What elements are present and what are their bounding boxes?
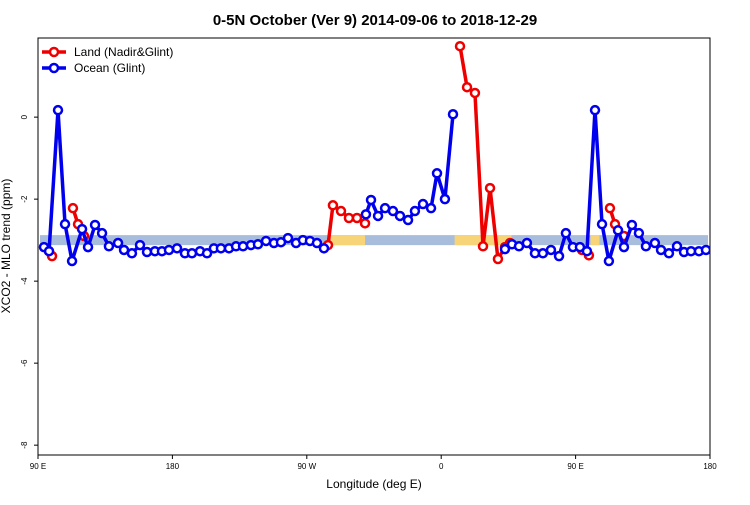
data-point xyxy=(640,241,652,252)
data-point xyxy=(618,241,630,253)
data-point xyxy=(537,248,549,259)
legend-label: Ocean (Glint) xyxy=(74,61,145,75)
data-point xyxy=(553,250,565,262)
data-point xyxy=(282,232,294,244)
data-point xyxy=(431,168,443,179)
data-point xyxy=(447,109,459,120)
y-axis-label: XCO2 - MLO trend (ppm) xyxy=(0,179,13,314)
data-point xyxy=(439,193,451,205)
data-point xyxy=(252,238,264,250)
data-point xyxy=(134,239,146,251)
x-tick-label: 180 xyxy=(166,462,180,471)
data-point xyxy=(402,214,414,226)
y-tick-label: -8 xyxy=(20,441,29,449)
y-tick-label: -6 xyxy=(20,359,29,367)
data-point xyxy=(612,225,624,236)
data-point xyxy=(76,223,88,235)
data-point xyxy=(484,182,496,194)
legend-label: Land (Nadir&Glint) xyxy=(74,45,173,59)
chart-title: 0-5N October (Ver 9) 2014-09-06 to 2018-… xyxy=(213,12,537,29)
x-tick-label: 90 E xyxy=(30,462,46,471)
data-point xyxy=(581,245,593,257)
y-tick-label: 0 xyxy=(20,114,29,119)
data-point xyxy=(626,219,638,231)
data-point xyxy=(112,237,124,249)
data-point xyxy=(387,205,399,217)
data-point xyxy=(671,241,683,252)
x-axis-label: Longitude (deg E) xyxy=(326,477,421,491)
data-point xyxy=(604,202,616,214)
data-point xyxy=(82,241,94,253)
data-point xyxy=(409,205,421,217)
data-point xyxy=(351,212,363,224)
data-point xyxy=(461,81,473,93)
data-point xyxy=(311,237,323,249)
data-point xyxy=(394,210,406,222)
data-point xyxy=(89,219,101,231)
data-point xyxy=(237,241,249,252)
data-point xyxy=(469,87,481,99)
data-point xyxy=(521,237,533,249)
data-point xyxy=(425,202,437,214)
x-tick-label: 90 W xyxy=(297,462,316,471)
data-point xyxy=(327,200,339,211)
data-point xyxy=(215,243,227,254)
data-point xyxy=(126,248,138,259)
series-line xyxy=(458,45,512,265)
data-point xyxy=(163,244,175,256)
data-point xyxy=(359,218,371,229)
data-point xyxy=(649,237,661,249)
data-point xyxy=(417,198,429,210)
data-point xyxy=(365,194,377,206)
legend-swatch-point xyxy=(48,62,60,74)
data-point xyxy=(171,243,183,254)
data-point xyxy=(372,210,384,222)
data-point xyxy=(186,248,198,259)
plot-frame xyxy=(37,37,711,456)
data-point xyxy=(477,241,489,252)
data-point xyxy=(596,218,608,230)
data-point xyxy=(343,212,355,224)
y-tick-label: -4 xyxy=(20,277,29,285)
data-point xyxy=(633,227,645,239)
data-point xyxy=(335,205,347,217)
data-point xyxy=(52,104,64,116)
data-point xyxy=(603,255,615,267)
data-point xyxy=(360,209,372,220)
data-point xyxy=(201,248,213,259)
data-point xyxy=(103,241,115,252)
data-point xyxy=(318,243,330,254)
data-point xyxy=(67,202,79,214)
data-point xyxy=(663,248,675,259)
legend-swatch-point xyxy=(48,46,60,58)
data-point xyxy=(454,40,466,52)
data-point xyxy=(43,245,55,257)
data-point xyxy=(96,227,108,239)
data-point xyxy=(59,218,71,230)
x-tick-label: 0 xyxy=(439,462,444,471)
x-tick-label: 90 E xyxy=(567,462,583,471)
data-point xyxy=(492,253,504,265)
data-point xyxy=(66,255,78,267)
data-point xyxy=(560,227,572,239)
data-point xyxy=(545,244,557,256)
data-point xyxy=(499,243,511,255)
y-tick-label: -2 xyxy=(20,195,29,203)
series-line xyxy=(364,114,455,223)
x-tick-label: 180 xyxy=(703,462,717,471)
data-point xyxy=(700,244,710,256)
series xyxy=(43,40,630,265)
data-point xyxy=(589,104,601,116)
series xyxy=(38,104,710,267)
